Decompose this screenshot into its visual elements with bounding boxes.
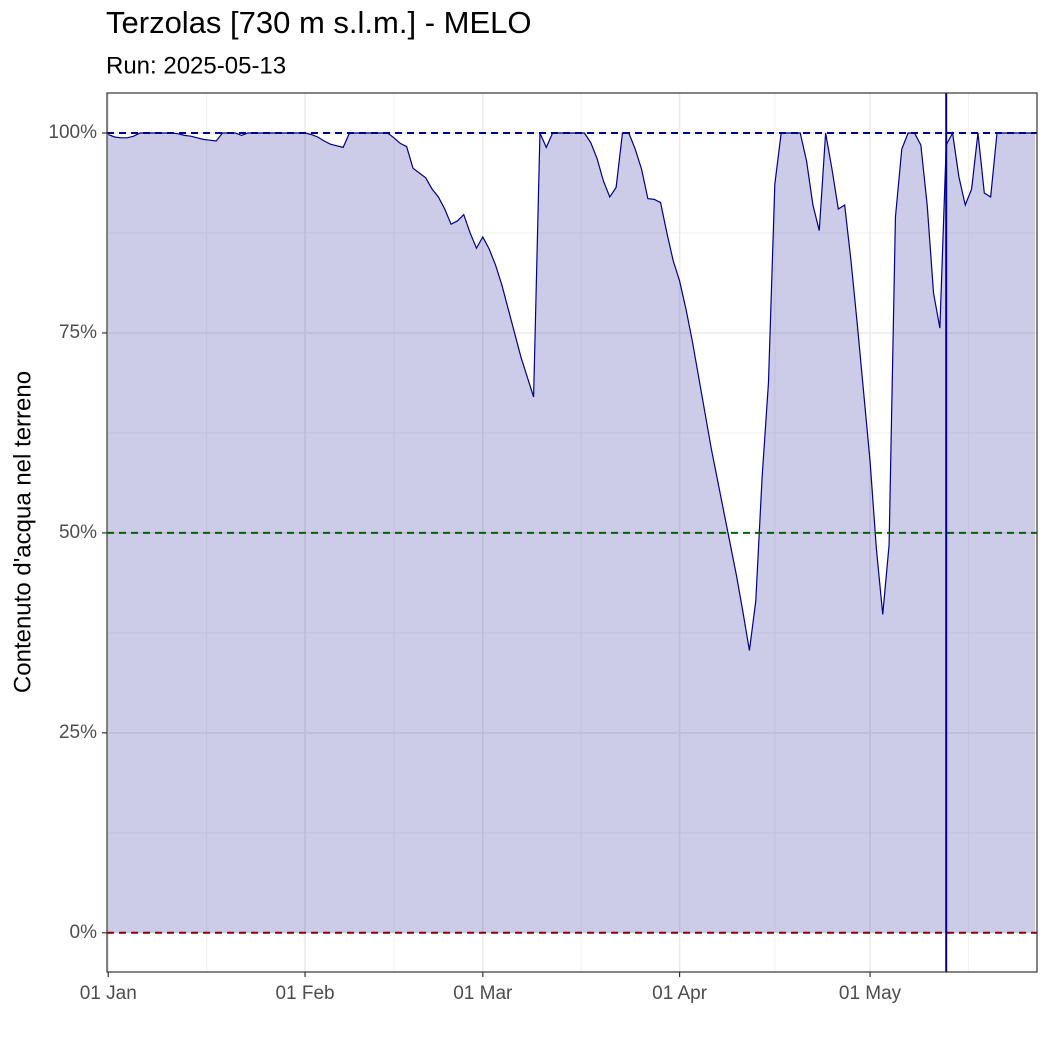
x-tick-label: 01 Apr bbox=[652, 983, 708, 1004]
x-tick-label: 01 Feb bbox=[275, 983, 334, 1004]
y-tick-label: 75% bbox=[59, 322, 97, 343]
y-tick-label: 25% bbox=[59, 722, 97, 743]
y-axis-label: Contenuto d'acqua nel terreno bbox=[9, 371, 36, 693]
chart-subtitle: Run: 2025-05-13 bbox=[106, 52, 286, 79]
x-tick-label: 01 May bbox=[839, 983, 902, 1004]
y-tick-label: 50% bbox=[59, 522, 97, 543]
chart-title: Terzolas [730 m s.l.m.] - MELO bbox=[106, 5, 532, 40]
x-tick-label: 01 Jan bbox=[80, 983, 137, 1004]
x-tick-label: 01 Mar bbox=[453, 983, 513, 1004]
data-line bbox=[108, 131, 1036, 651]
area-fill bbox=[108, 132, 1036, 933]
y-tick-label: 100% bbox=[48, 122, 97, 143]
y-tick-label: 0% bbox=[70, 922, 98, 943]
